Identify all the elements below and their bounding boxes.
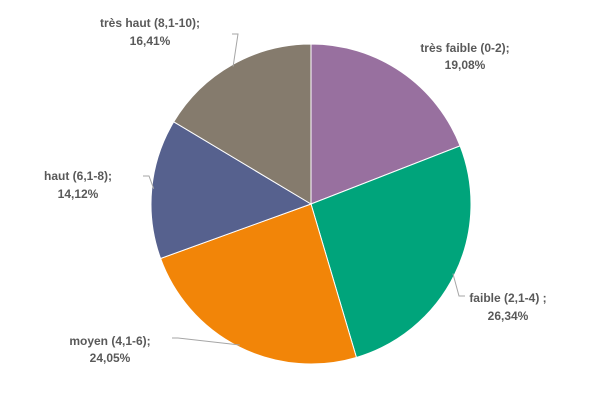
label-tres-faible-value: 19,08%	[445, 58, 486, 72]
label-moyen-name: moyen (4,1-6);	[69, 334, 150, 348]
label-tres-faible-name: très faible (0-2);	[420, 41, 509, 55]
pie-slices	[150, 43, 472, 365]
leader-line-faible	[452, 273, 465, 297]
label-haut-name: haut (6,1-8);	[44, 169, 112, 183]
leader-lines	[143, 33, 465, 346]
leader-line-tres-haut	[232, 33, 239, 67]
label-haut-value: 14,12%	[58, 187, 99, 201]
pie-slice-faible	[310, 145, 472, 359]
pie-slice-tres-faible	[310, 43, 461, 205]
label-faible-value: 26,34%	[488, 309, 529, 323]
pie-slice-haut	[150, 121, 313, 260]
label-tres-haut-name: très haut (8,1-10);	[100, 16, 200, 30]
label-faible-name: faible (2,1-4) ;	[469, 291, 546, 305]
pie-slice-moyen	[159, 203, 358, 365]
leader-line-haut	[143, 175, 155, 189]
leader-line-moyen	[172, 337, 240, 346]
pie-slice-tres-haut	[173, 43, 312, 205]
label-tres-haut-value: 16,41%	[130, 34, 171, 48]
label-moyen-value: 24,05%	[90, 351, 131, 365]
